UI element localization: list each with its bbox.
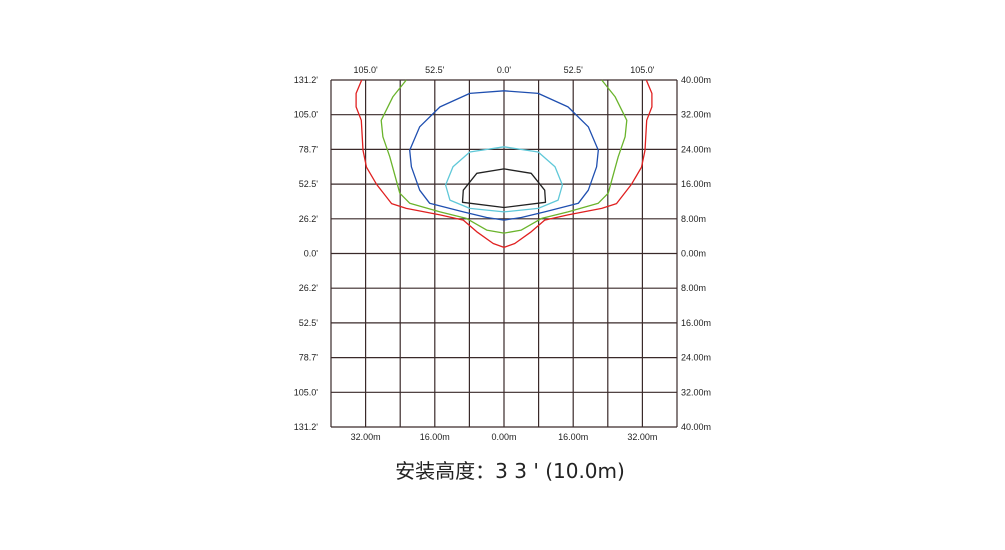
right-label: 16.00m <box>681 179 711 189</box>
top-label: 105.0' <box>630 65 655 75</box>
right-label: 24.00m <box>681 144 711 154</box>
left-label: 26.2' <box>299 214 319 224</box>
isolux-contour-4 <box>444 146 564 213</box>
left-label: 52.5' <box>299 179 319 189</box>
isolux-contour-1 <box>355 79 653 249</box>
left-label: 78.7' <box>299 353 319 363</box>
bottom-label: 16.00m <box>420 432 450 442</box>
top-label: 52.5' <box>425 65 445 75</box>
bottom-label: 0.00m <box>491 432 516 442</box>
top-label: 52.5' <box>564 65 584 75</box>
right-label: 40.00m <box>681 422 711 432</box>
left-label: 52.5' <box>299 318 319 328</box>
right-label: 32.00m <box>681 387 711 397</box>
left-label: 131.2' <box>294 422 319 432</box>
right-label: 24.00m <box>681 353 711 363</box>
bottom-label: 16.00m <box>558 432 588 442</box>
left-label: 105.0' <box>294 110 319 120</box>
right-label: 32.00m <box>681 110 711 120</box>
top-label: 105.0' <box>353 65 378 75</box>
left-label: 0.0' <box>304 249 319 259</box>
contours <box>355 79 653 249</box>
top-label: 0.0' <box>497 65 512 75</box>
axis-labels: 105.0' 52.5' 0.0' 52.5' 105.0' 32.00m 16.00m 0.… <box>294 65 711 442</box>
left-label: 131.2' <box>294 75 319 85</box>
isolux-contour-2 <box>380 79 628 234</box>
isolux-contour-5 <box>461 168 547 209</box>
isolux-contour-3 <box>409 90 599 221</box>
right-label: 16.00m <box>681 318 711 328</box>
right-label: 40.00m <box>681 75 711 85</box>
bottom-label: 32.00m <box>627 432 657 442</box>
right-label: 8.00m <box>681 214 706 224</box>
bottom-label: 32.00m <box>351 432 381 442</box>
left-label: 105.0' <box>294 387 319 397</box>
right-label: 8.00m <box>681 283 706 293</box>
mounting-height-caption: 安装高度：3 3 ' (10.0m) <box>395 459 625 483</box>
grid <box>330 79 678 428</box>
left-label: 78.7' <box>299 144 319 154</box>
left-label: 26.2' <box>299 283 319 293</box>
right-label: 0.00m <box>681 249 706 259</box>
